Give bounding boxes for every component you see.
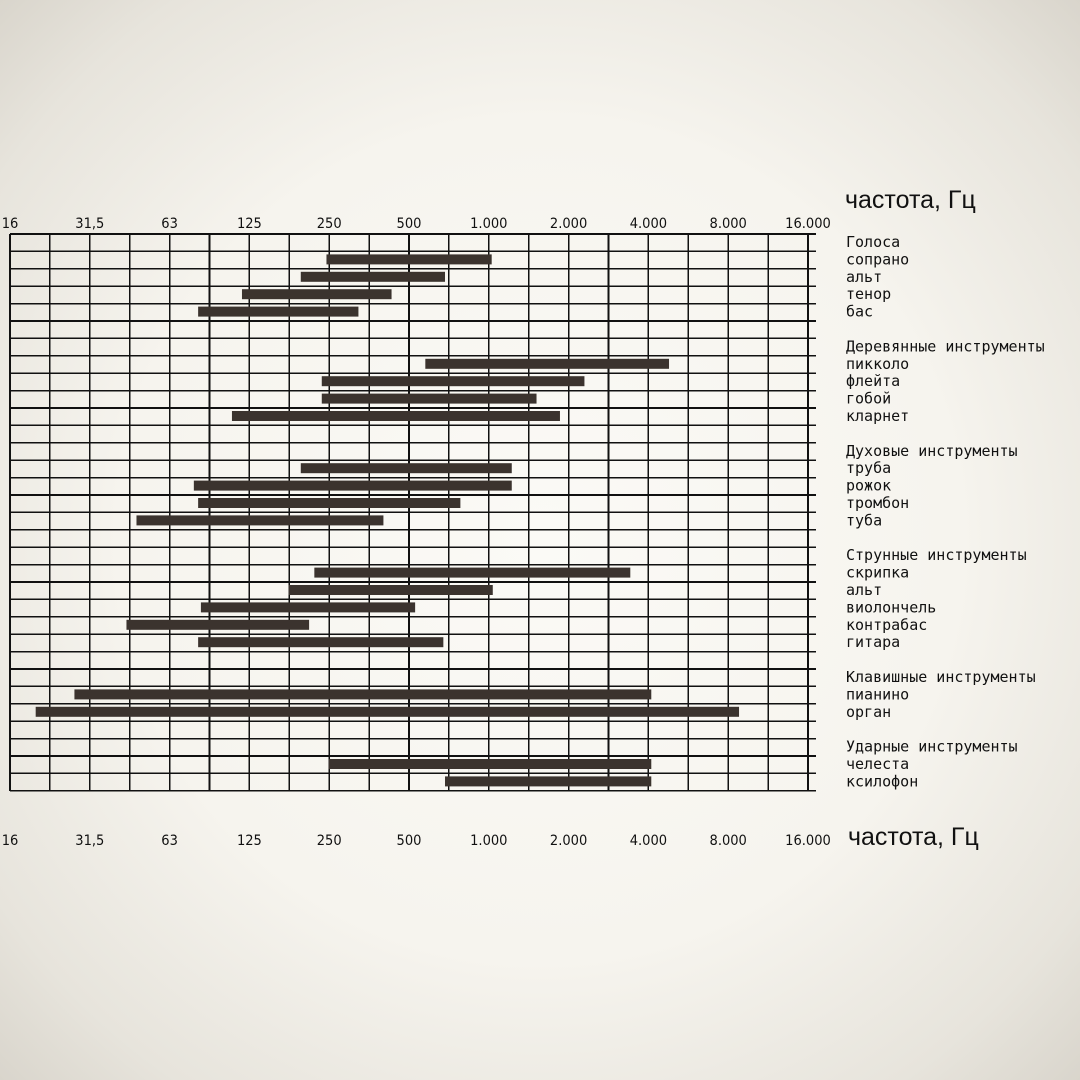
tick-label-top: 2.000	[550, 216, 587, 232]
bottom-axis-title: частота, Гц	[848, 823, 979, 851]
category-label: тенор	[846, 285, 891, 303]
tick-label-top: 250	[317, 216, 342, 232]
category-label: скрипка	[846, 564, 909, 582]
group-title: Деревянные инструменты	[846, 337, 1045, 355]
group-title: Духовые инструменты	[846, 442, 1018, 460]
category-label: контрабас	[846, 616, 927, 634]
tick-label-top: 1.000	[470, 216, 507, 232]
tick-label-top: 4.000	[630, 216, 667, 232]
group-title: Голоса	[846, 233, 900, 251]
tick-label-top: 8.000	[710, 216, 747, 232]
range-bar	[288, 585, 493, 595]
tick-label-top: 16.000	[785, 216, 831, 232]
category-label: ксилофон	[846, 772, 918, 790]
category-label: орган	[846, 703, 891, 721]
category-label: пикколо	[846, 355, 909, 373]
bars	[35, 254, 740, 787]
range-bar	[193, 480, 512, 491]
range-bar	[136, 515, 384, 526]
tick-label-top: 125	[237, 216, 262, 232]
range-bar	[231, 411, 560, 421]
range-bar	[241, 289, 392, 300]
category-label: сопрано	[846, 250, 909, 268]
range-bar	[321, 393, 537, 404]
tick-label-bottom: 2.000	[550, 833, 587, 849]
category-label: альт	[846, 581, 882, 599]
group-title: Ударные инструменты	[846, 738, 1018, 756]
category-label: бас	[846, 303, 873, 321]
tick-label-top: 31,5	[75, 216, 104, 232]
tick-label-bottom: 4.000	[630, 833, 667, 849]
range-bar	[326, 254, 492, 265]
category-label: труба	[846, 459, 891, 477]
range-bar	[300, 271, 446, 282]
category-label: тромбон	[846, 494, 909, 512]
top-axis-title: частота, Гц	[845, 186, 976, 214]
tick-label-top: 16	[2, 216, 19, 232]
category-label: альт	[846, 268, 882, 286]
tick-label-bottom: 16	[2, 833, 19, 849]
category-label: туба	[846, 511, 882, 529]
range-bar	[300, 463, 512, 474]
range-bar	[200, 602, 416, 613]
range-bar	[198, 498, 461, 508]
range-bar	[74, 689, 652, 700]
range-bar	[425, 358, 670, 369]
tick-labels: 16 16 31,5 31,5 63 63 125 125 250 250 500 500 1.000 1…	[2, 216, 831, 849]
tick-label-bottom: 500	[397, 833, 422, 849]
category-label: гитара	[846, 633, 900, 651]
group-title: Клавишные инструменты	[846, 668, 1036, 686]
group-title: Струнные инструменты	[846, 546, 1027, 564]
category-label: кларнет	[846, 407, 909, 425]
tick-label-bottom: 16.000	[785, 833, 831, 849]
range-bar	[126, 619, 310, 630]
category-label: флейта	[846, 372, 900, 390]
category-label: рожок	[846, 477, 891, 495]
tick-label-bottom: 8.000	[710, 833, 747, 849]
tick-label-top: 500	[397, 216, 422, 232]
range-bar	[35, 706, 740, 717]
tick-label-bottom: 31,5	[75, 833, 104, 849]
category-label: виолончель	[846, 598, 936, 616]
range-bar	[328, 759, 652, 769]
range-bar	[445, 776, 652, 787]
tick-label-bottom: 250	[317, 833, 342, 849]
tick-label-bottom: 1.000	[470, 833, 507, 849]
range-bar	[198, 637, 444, 648]
range-bar	[198, 306, 359, 317]
category-label: гобой	[846, 390, 891, 408]
range-bar	[314, 567, 631, 578]
category-label: пианино	[846, 685, 909, 703]
category-label: челеста	[846, 755, 909, 773]
tick-label-top: 63	[161, 216, 178, 232]
range-bar	[321, 376, 585, 387]
tick-label-bottom: 63	[161, 833, 178, 849]
tick-label-bottom: 125	[237, 833, 262, 849]
